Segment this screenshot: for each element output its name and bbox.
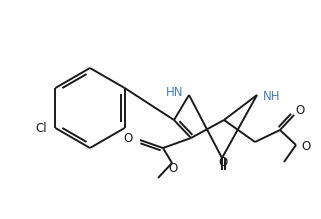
Text: Cl: Cl [36, 122, 48, 134]
Text: O: O [295, 104, 305, 117]
Text: O: O [218, 155, 228, 168]
Text: O: O [124, 131, 133, 145]
Text: HN: HN [166, 85, 183, 99]
Text: O: O [301, 141, 310, 154]
Text: NH: NH [263, 90, 281, 102]
Text: O: O [169, 162, 178, 175]
